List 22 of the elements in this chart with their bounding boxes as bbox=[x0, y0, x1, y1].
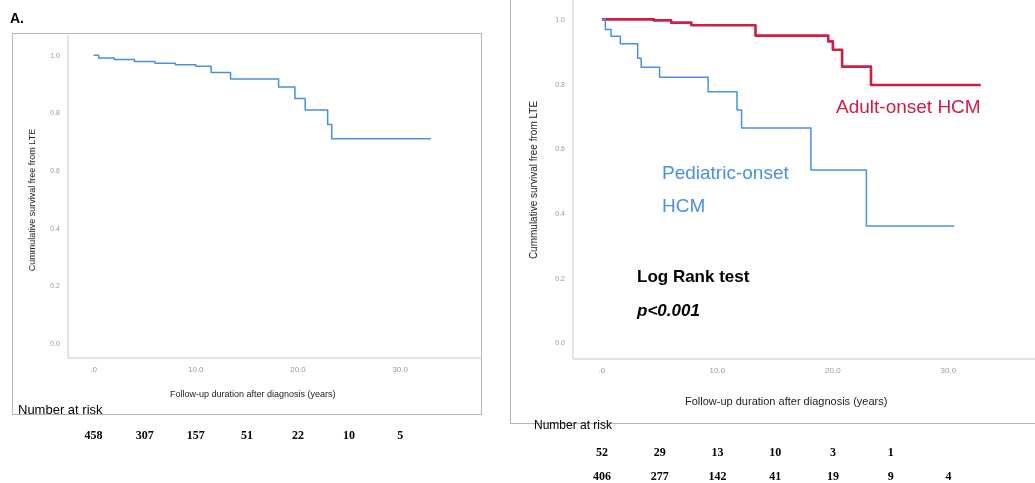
text: Number at risk bbox=[18, 402, 103, 417]
x-tick-label: 10.0 bbox=[187, 364, 205, 374]
y-axis-title: Cummulative survival free from LTE bbox=[527, 100, 539, 260]
series-label: Pediatric-onset HCM bbox=[662, 161, 790, 218]
x-tick-label: 30.0 bbox=[392, 364, 409, 374]
x-tick-label: 20.0 bbox=[290, 364, 307, 374]
x-tick-label: 30.0 bbox=[940, 365, 957, 375]
x-tick-label: 20.0 bbox=[825, 365, 842, 375]
annotation: Log Rank test bbox=[637, 267, 750, 287]
x-tick-label: .0 bbox=[90, 364, 98, 374]
text: 458 307 157 51 22 10 5 bbox=[84, 428, 404, 442]
chart-title: A. bbox=[10, 10, 24, 26]
y-axis-title: Cummulative survival free from LTE bbox=[27, 128, 37, 272]
x-axis-title: Follow-up duration after diagnosis (years) bbox=[170, 389, 336, 399]
series-label: Adult-onset HCM bbox=[836, 95, 982, 119]
text: 52 29 13 10 3 1 bbox=[595, 445, 894, 459]
x-axis-title: Follow-up duration after diagnosis (years) bbox=[685, 395, 888, 407]
text: Number at risk bbox=[534, 418, 613, 432]
x-tick-label: 10.0 bbox=[709, 365, 726, 375]
annotation: p<0.001 bbox=[637, 301, 700, 321]
text: 406 277 142 41 19 9 4 bbox=[592, 469, 952, 483]
x-tick-label: .0 bbox=[598, 365, 606, 375]
